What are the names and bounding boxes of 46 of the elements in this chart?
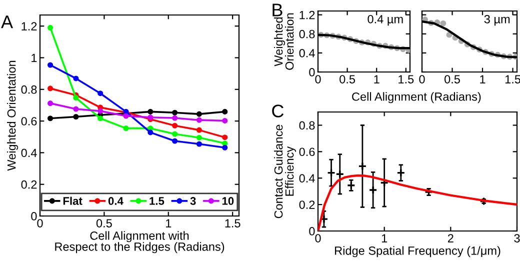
annotation: 0.4 µm xyxy=(368,14,403,26)
x-tick-label: 3 xyxy=(514,234,520,242)
y-tick-label: 1.2 xyxy=(22,22,37,30)
y-tick-label: 0.4 xyxy=(21,148,37,158)
x-tick-label: 0 xyxy=(315,234,321,242)
y-tick-label: 0.8 xyxy=(299,30,315,38)
y-tick-label: 1 xyxy=(32,54,37,62)
x-axis-title: Ridge Spatial Frequency (1/μm) xyxy=(335,246,500,258)
x-axis-title: Cell Alignment (Radians) xyxy=(352,92,481,104)
y-tick-label: 0.6 xyxy=(21,117,37,126)
x-tick-label: 1 xyxy=(382,234,388,242)
legend-label: 0.4 xyxy=(108,197,124,205)
x-tick-label: 1.5 xyxy=(398,75,414,84)
y-axis-title: Contact Guidance Efficiency xyxy=(274,124,296,218)
annotation: 3 µm xyxy=(484,14,510,26)
y-tick-label: 0 xyxy=(309,227,315,236)
y-tick-label: 0 xyxy=(31,212,37,220)
legend-label: Flat xyxy=(63,196,82,205)
text: A xyxy=(1,16,14,28)
x-tick-label: 0.5 xyxy=(444,75,460,84)
x-tick-label: 0 xyxy=(315,75,321,84)
legend-label: 10 xyxy=(222,197,234,205)
y-tick-label: 1.2 xyxy=(300,10,315,20)
legend-label: 1.5 xyxy=(150,197,164,205)
y-tick-label: 0.2 xyxy=(21,180,37,189)
legend-label: 3 xyxy=(190,197,196,205)
x-axis-title: Cell Alignment with Respect to the Ridges (Radians) xyxy=(55,231,224,254)
y-tick-label: 0.4 xyxy=(299,174,315,183)
y-tick-label: 0.6 xyxy=(299,148,315,156)
x-tick-label: 0 xyxy=(37,219,43,228)
y-tick-label: 0.8 xyxy=(299,121,315,130)
y-tick-label: 0.8 xyxy=(21,85,37,94)
y-tick-label: 0 xyxy=(309,68,315,76)
y-tick-label: 0.2 xyxy=(299,200,315,209)
x-tick-label: 0 xyxy=(419,75,425,84)
x-tick-label: 0.5 xyxy=(340,75,356,84)
x-tick-label: 0.5 xyxy=(96,219,112,228)
x-tick-label: 1 xyxy=(374,75,380,84)
x-tick-label: 1 xyxy=(480,75,486,84)
text: C xyxy=(272,104,284,118)
y-axis-title: Weighted Orientation xyxy=(7,60,18,171)
x-tick-label: 1.5 xyxy=(225,219,240,228)
x-tick-label: 1.5 xyxy=(505,75,520,84)
x-tick-label: 1 xyxy=(166,219,172,228)
x-tick-label: 2 xyxy=(448,234,454,242)
y-tick-label: 0.4 xyxy=(299,48,315,58)
